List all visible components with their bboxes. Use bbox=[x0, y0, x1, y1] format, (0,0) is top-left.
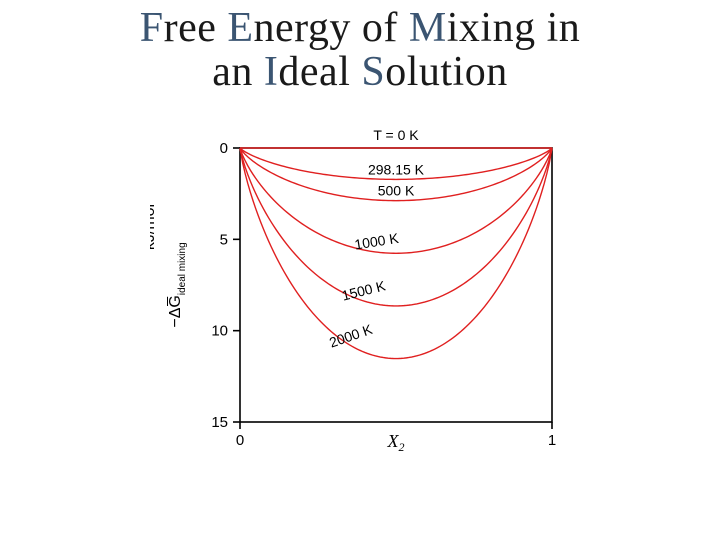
svg-text:500 K: 500 K bbox=[378, 183, 415, 199]
svg-text:10: 10 bbox=[211, 323, 228, 340]
svg-text:T = 0 K: T = 0 K bbox=[373, 130, 419, 143]
svg-text:1: 1 bbox=[548, 432, 556, 449]
svg-text:1500 K: 1500 K bbox=[340, 277, 388, 303]
svg-text:1000 K: 1000 K bbox=[353, 230, 400, 253]
svg-text:0: 0 bbox=[236, 432, 244, 449]
svg-text:X2: X2 bbox=[387, 431, 405, 454]
svg-text:0: 0 bbox=[220, 140, 228, 157]
slide: Free Energy of Mixing inan Ideal Solutio… bbox=[0, 0, 720, 540]
svg-text:5: 5 bbox=[220, 231, 228, 248]
svg-text:kJ/mol: kJ/mol bbox=[150, 204, 158, 250]
chart-container: 0 5 10 15 0 1 X2 kJ/mol −ΔG̅ideal mixing T = 0 K 2… bbox=[150, 130, 570, 470]
svg-text:−ΔG̅ideal mixing: −ΔG̅ideal mixing bbox=[166, 242, 188, 327]
svg-text:298.15 K: 298.15 K bbox=[368, 161, 425, 177]
slide-title: Free Energy of Mixing inan Ideal Solutio… bbox=[0, 0, 720, 94]
svg-text:15: 15 bbox=[211, 414, 228, 431]
mixing-energy-chart: 0 5 10 15 0 1 X2 kJ/mol −ΔG̅ideal mixing T = 0 K 2… bbox=[150, 130, 570, 470]
